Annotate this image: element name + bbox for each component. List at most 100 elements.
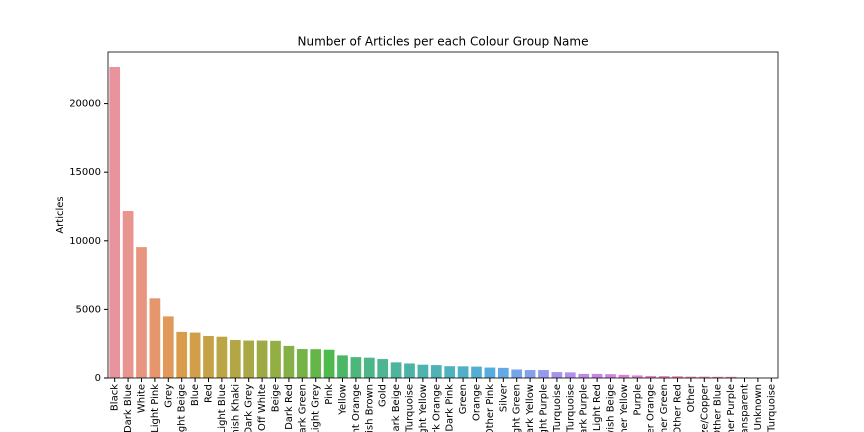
bar — [618, 374, 630, 378]
bar — [256, 340, 268, 378]
x-tick-label: Pink — [324, 384, 335, 405]
bar — [511, 369, 523, 378]
bar — [377, 359, 389, 378]
x-tick-label: Light Blue — [217, 384, 228, 432]
bar — [176, 331, 188, 378]
x-tick-label: Bronze/Copper — [699, 383, 710, 432]
bar — [430, 365, 442, 378]
bar — [323, 349, 335, 378]
x-tick-label: Other Red — [673, 384, 684, 432]
x-tick-label: Purple — [632, 384, 643, 416]
x-tick-label: Orange — [472, 384, 483, 421]
bar — [229, 339, 241, 378]
bar — [404, 363, 415, 378]
x-tick-label: Off White — [257, 384, 268, 431]
bar — [189, 332, 201, 378]
chart-title: Number of Articles per each Colour Group… — [298, 35, 589, 49]
x-tick-label: Beige — [271, 384, 282, 412]
bar — [216, 336, 228, 378]
bar — [631, 375, 643, 378]
x-tick-label: Light Red — [592, 384, 603, 431]
x-tick-label: Dark Purple — [579, 384, 590, 432]
y-tick-label: 15000 — [69, 167, 101, 178]
bar — [484, 367, 496, 378]
x-tick-label: Dark Blue — [123, 384, 134, 432]
bar — [296, 349, 308, 378]
x-tick-label: Transparent — [740, 384, 751, 432]
x-tick-label: Unknown — [753, 384, 764, 430]
x-tick-label: Dark Pink — [445, 384, 456, 432]
x-tick-label: Dark Beige — [391, 384, 402, 432]
x-tick-label: Other — [686, 383, 697, 412]
bar — [497, 367, 509, 378]
bar — [457, 366, 469, 378]
bar — [564, 372, 576, 378]
x-tick-label: Light Pink — [150, 384, 161, 432]
x-tick-label: Turquoise — [405, 384, 416, 432]
x-tick-label: Blue — [190, 384, 201, 406]
bar — [283, 345, 295, 378]
y-tick-label: 10000 — [69, 236, 101, 247]
x-tick-label: Other Pink — [485, 384, 496, 432]
bar — [725, 376, 737, 378]
bar — [136, 247, 147, 378]
bar — [524, 370, 536, 378]
x-tick-label: White — [137, 384, 148, 413]
x-tick-label: Yellowish Beige — [606, 384, 617, 432]
bar — [390, 362, 402, 378]
bar — [444, 366, 456, 378]
bar — [645, 375, 657, 378]
bar — [471, 366, 482, 378]
x-tick-label: Other Orange — [646, 384, 657, 432]
bar — [605, 374, 616, 378]
bar — [363, 357, 375, 378]
bar — [310, 349, 322, 378]
x-tick-label: Grey — [163, 384, 174, 408]
bar — [109, 66, 121, 379]
x-tick-label: Gold — [378, 384, 389, 407]
x-tick-label: Yellow — [338, 384, 349, 416]
x-tick-label: Silver — [498, 383, 509, 412]
x-tick-label: Dark Green — [297, 384, 308, 432]
bar — [551, 372, 563, 378]
y-axis-label: Articles — [55, 196, 66, 233]
bar — [270, 340, 281, 378]
x-tick-label: Other Blue — [713, 384, 724, 432]
bar — [578, 373, 590, 378]
bar — [162, 316, 174, 378]
bar — [672, 376, 683, 378]
x-tick-label: Light Orange — [351, 384, 362, 432]
x-tick-label: Light Turquoise — [565, 384, 576, 432]
bar — [538, 370, 549, 378]
bar — [350, 357, 362, 378]
x-tick-label: Dark Grey — [244, 384, 255, 432]
bar — [417, 364, 429, 378]
x-tick-label: Green — [458, 384, 469, 414]
bar — [203, 336, 214, 378]
x-tick-label: Light Beige — [177, 384, 188, 432]
plot-frame — [107, 51, 779, 379]
bar — [712, 376, 724, 378]
bar — [591, 373, 603, 378]
x-tick-label: Dark Turquoise — [552, 384, 563, 432]
x-tick-label: Other Green — [659, 384, 670, 432]
x-tick-label: Red — [204, 384, 215, 403]
x-tick-label: Black — [110, 384, 121, 411]
bar — [243, 340, 255, 378]
x-tick-label: Dark Yellow — [525, 384, 536, 432]
x-tick-label: Light Grey — [311, 384, 322, 432]
x-tick-label: Other Turquoise — [766, 384, 777, 432]
bar — [698, 376, 710, 378]
x-tick-label: Dark Red — [284, 384, 295, 430]
x-tick-label: Light Purple — [539, 384, 550, 432]
x-tick-label: Light Yellow — [418, 384, 429, 432]
x-tick-label: Other Purple — [726, 384, 737, 432]
bar — [337, 355, 348, 378]
x-tick-label: Other Yellow — [619, 384, 630, 432]
bar — [149, 298, 161, 378]
x-tick-label: Greyish Brown — [364, 384, 375, 432]
x-tick-label: Dark Orange — [431, 384, 442, 432]
x-tick-label: Greenish Khaki — [230, 384, 241, 432]
